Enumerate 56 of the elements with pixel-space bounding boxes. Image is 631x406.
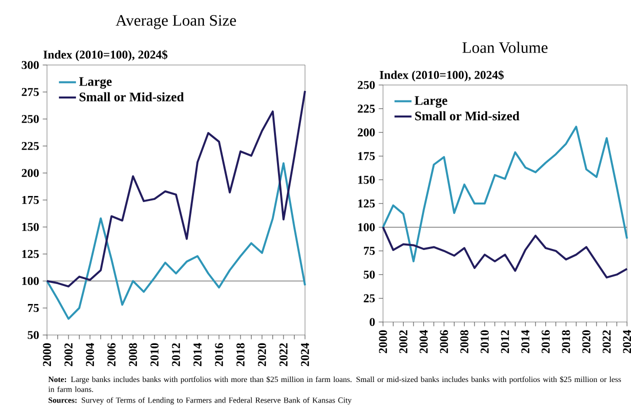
legend-label: Small or Mid-sized <box>80 92 184 102</box>
x-tick-label: 2022 <box>602 330 611 354</box>
y-axis-title: Index (2010=100), 2024$ <box>43 50 168 62</box>
x-tick-label: 2008 <box>128 343 138 366</box>
x-tick-label: 2010 <box>150 343 159 366</box>
y-tick-label: 50 <box>364 270 375 279</box>
y-axis-title: Index (2010=100), 2024$ <box>380 70 504 82</box>
x-tick-label: 2002 <box>399 330 408 354</box>
y-tick-label: 25 <box>364 294 375 302</box>
legend-label: Large <box>414 96 448 108</box>
x-tick-label: 2006 <box>107 343 116 366</box>
x-tick-label: 2014 <box>521 330 530 354</box>
y-tick-label: 175 <box>22 196 39 204</box>
x-tick-label: 2012 <box>172 343 180 366</box>
y-tick-label: 75 <box>364 246 375 255</box>
x-tick-label: 2016 <box>542 330 550 354</box>
y-tick-label: 100 <box>22 276 39 286</box>
x-tick-label: 2006 <box>440 330 448 354</box>
y-tick-label: 75 <box>28 304 39 312</box>
y-tick-label: 225 <box>22 142 39 150</box>
x-tick-label: 2008 <box>460 330 468 354</box>
y-tick-label: 275 <box>22 88 39 96</box>
x-tick-label: 2014 <box>193 343 202 366</box>
x-tick-label: 2010 <box>480 330 489 354</box>
x-tick-label: 2016 <box>214 343 224 366</box>
x-tick-label: 2002 <box>64 343 73 366</box>
y-tick-label: 200 <box>358 128 375 136</box>
y-tick-label: 250 <box>22 114 39 124</box>
y-tick-label: 225 <box>358 104 375 113</box>
x-tick-label: 2024 <box>300 343 310 366</box>
legend-label: Small or Mid-sized <box>415 111 520 120</box>
y-tick-label: 300 <box>22 60 39 70</box>
x-tick-label: 2004 <box>86 343 94 366</box>
x-tick-label: 2022 <box>279 343 288 366</box>
y-tick-label: 200 <box>22 168 39 178</box>
y-tick-label: 175 <box>358 152 375 160</box>
y-tick-label: 100 <box>358 223 375 232</box>
x-tick-label: 2004 <box>420 330 428 354</box>
x-tick-label: 2018 <box>236 343 245 366</box>
chart-title: Average Loan Size <box>116 15 236 30</box>
x-tick-label: 2020 <box>258 343 266 366</box>
x-tick-label: 2000 <box>42 343 52 366</box>
x-tick-label: 2020 <box>582 330 590 354</box>
y-tick-label: 50 <box>28 330 39 340</box>
legend-label: Large <box>79 77 112 89</box>
y-tick-label: 150 <box>358 176 375 184</box>
chart-title: Loan Volume <box>462 42 548 54</box>
y-tick-label: 0 <box>370 318 375 326</box>
y-tick-label: 150 <box>22 222 39 232</box>
x-tick-label: 2024 <box>622 330 631 354</box>
y-tick-label: 250 <box>358 80 375 90</box>
x-tick-label: 2000 <box>378 330 388 354</box>
x-tick-label: 2012 <box>500 330 510 354</box>
y-tick-label: 125 <box>22 250 39 258</box>
x-tick-label: 2018 <box>562 330 570 354</box>
y-tick-label: 125 <box>358 199 375 208</box>
